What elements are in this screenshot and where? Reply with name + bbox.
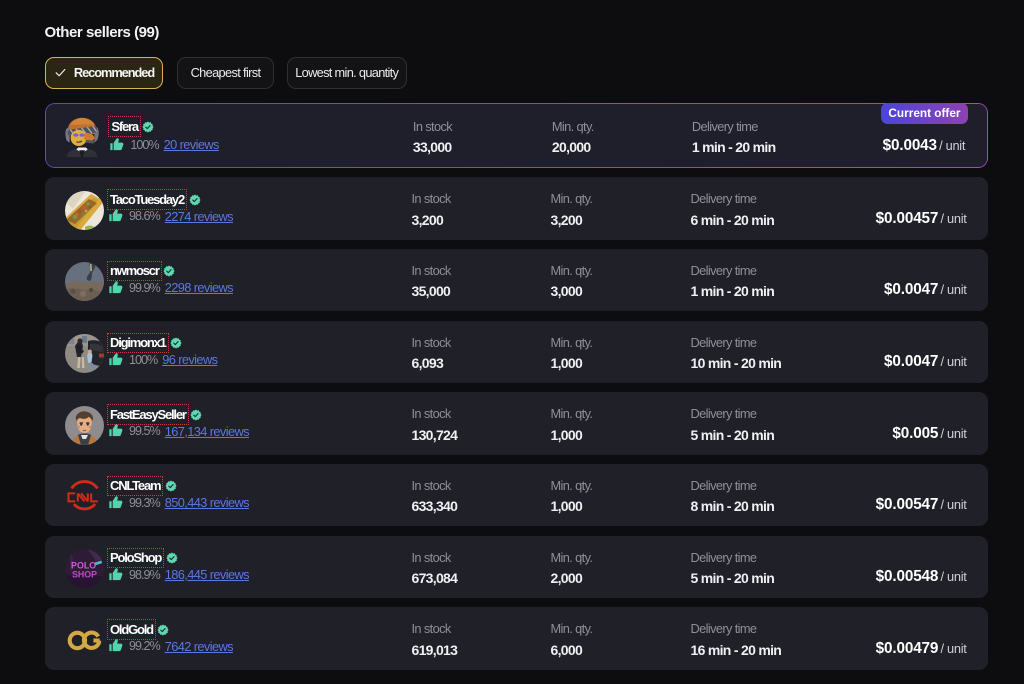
svg-text:SHOP: SHOP xyxy=(72,569,97,579)
svg-text:POLO: POLO xyxy=(71,561,96,571)
